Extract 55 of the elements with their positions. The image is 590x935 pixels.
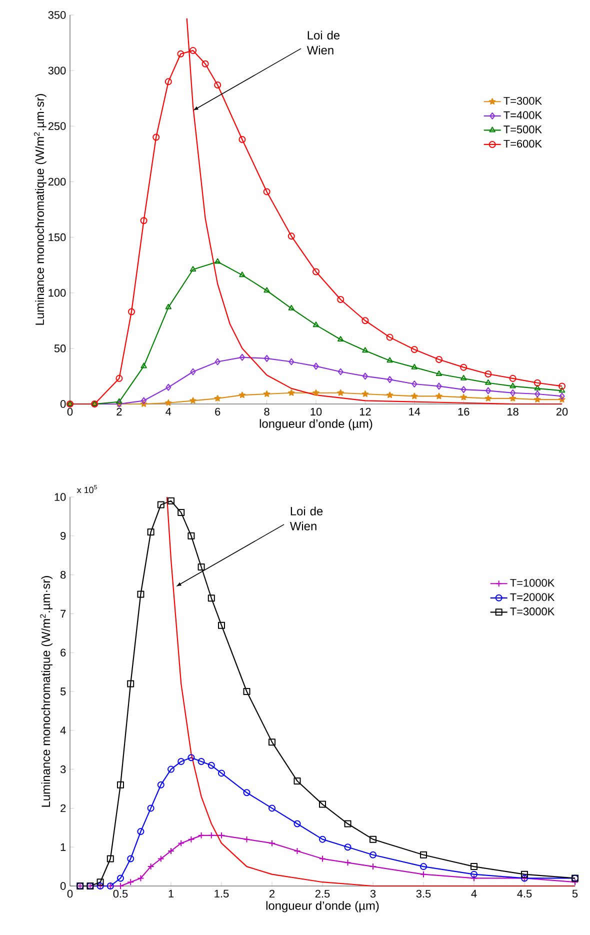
legend-label: T=400K — [504, 111, 542, 120]
x-tick-label: 2.5 — [315, 890, 330, 898]
y-tick-label: 10 — [54, 493, 66, 501]
y-tick-label: 6 — [60, 648, 66, 656]
y-tick-label: 250 — [48, 122, 66, 130]
y-axis-title: Luminance monochromatique (W/m$^{2}$.µm·sr) — [34, 94, 46, 325]
x-tick-label: 6 — [215, 408, 220, 416]
y-tick-label: 200 — [48, 178, 66, 186]
x-tick-label: 20 — [556, 408, 568, 416]
x-tick-label: 18 — [508, 408, 518, 416]
x-tick-label: 1 — [168, 890, 174, 898]
x-tick-label: 0 — [67, 408, 73, 416]
x-tick-label: 14 — [409, 408, 420, 416]
x-tick-label: 4 — [471, 890, 477, 898]
y-tick-label: 150 — [48, 233, 66, 242]
y-tick-label: 0 — [60, 400, 66, 408]
y-tick-label: 2 — [60, 804, 66, 812]
legend-label: T=3000K — [510, 608, 555, 616]
y-tick-label: 100 — [48, 288, 66, 297]
x-tick-label: 8 — [264, 408, 270, 416]
y-tick-label: 0 — [60, 882, 66, 890]
y-tick-label: 1 — [60, 843, 66, 851]
y-tick-label: 9 — [60, 532, 66, 540]
legend-label: T=500K — [504, 126, 542, 134]
y-tick-label: 350 — [48, 11, 66, 19]
y-axis-title: Luminance monochromatique (W/m$^{2}$.µm·sr) — [40, 576, 52, 807]
x-tick-label: 4.5 — [517, 890, 532, 898]
x-tick-label: 12 — [360, 408, 371, 416]
legend-label: T=2000K — [510, 593, 555, 602]
x-tick-label: 2 — [116, 408, 122, 416]
y-tick-label: 3 — [60, 765, 66, 774]
x-axis-title: longueur d’onde (µm) — [266, 901, 379, 912]
x-tick-label: 3 — [370, 890, 376, 898]
x-tick-label: 0 — [67, 890, 73, 898]
y-tick-label: 5 — [60, 688, 66, 696]
y-tick-label: 7 — [60, 610, 66, 618]
x-axis-title: longueur d’onde (µm) — [260, 419, 372, 430]
y-tick-label: 50 — [54, 344, 66, 352]
y-tick-label: 300 — [48, 66, 66, 74]
x-tick-label: 1.5 — [214, 890, 229, 898]
x-tick-label: 0.5 — [113, 890, 128, 898]
x-tick-label: 3.5 — [416, 890, 431, 898]
annotation: Loi de Wien — [290, 506, 323, 530]
legend-label: T=300K — [504, 96, 542, 105]
y-tick-label: 8 — [60, 570, 66, 579]
text: x 10$^{5}$ — [76, 485, 97, 494]
annotation: Loi de Wien — [306, 30, 340, 54]
x-tick-label: 4 — [166, 408, 172, 416]
legend-label: T=1000K — [510, 578, 555, 587]
x-tick-label: 5 — [572, 890, 578, 898]
x-tick-label: 10 — [310, 408, 322, 416]
y-tick-label: 4 — [60, 726, 66, 734]
legend-label: T=600K — [504, 140, 542, 148]
x-tick-label: 2 — [270, 890, 274, 898]
x-tick-label: 16 — [458, 408, 470, 416]
